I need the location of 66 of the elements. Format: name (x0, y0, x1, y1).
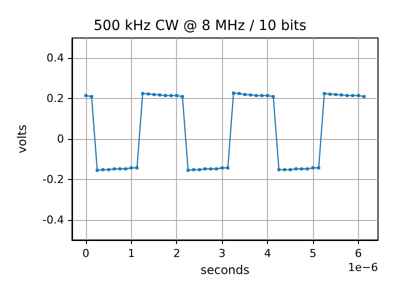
point (164, 94, 167, 98)
point (96, 168, 99, 172)
point (300, 167, 304, 170)
point (312, 166, 315, 170)
point (362, 95, 366, 98)
point (346, 94, 349, 98)
point (192, 168, 196, 172)
point (186, 168, 190, 172)
point (328, 92, 332, 96)
point (334, 93, 338, 96)
point (175, 94, 178, 98)
point (340, 93, 343, 96)
point (170, 94, 173, 98)
point (283, 168, 286, 172)
point (84, 94, 88, 98)
point (249, 93, 252, 96)
point (254, 94, 258, 98)
point (214, 167, 218, 170)
x-tick-label: 6 (354, 247, 362, 260)
point (277, 168, 280, 172)
chart-title: 500 kHz CW @ 8 MHz / 10 bits (94, 18, 306, 34)
point (198, 168, 201, 172)
point (130, 166, 133, 170)
point (204, 167, 207, 170)
point (152, 93, 156, 96)
x-tick-label: 2 (173, 247, 180, 260)
x-axis-title: seconds (200, 263, 250, 277)
point (220, 166, 224, 170)
point (158, 93, 162, 96)
point (101, 168, 104, 172)
point (317, 166, 320, 170)
point (118, 167, 122, 170)
y-tick-label: -0.2 (42, 172, 64, 186)
point (306, 167, 309, 170)
point (243, 93, 246, 96)
y-tick-label: 0 (57, 132, 64, 146)
text: 1e−6 (348, 261, 378, 274)
point (112, 167, 116, 170)
point (322, 92, 326, 96)
point (266, 94, 270, 98)
point (90, 95, 94, 98)
point (209, 167, 212, 170)
point (146, 92, 150, 96)
x-tick-label: 1 (128, 247, 135, 260)
x-tick-label: 5 (310, 247, 317, 260)
point (260, 94, 264, 98)
y-tick-label: 0.2 (46, 92, 64, 106)
x-tick-label: 4 (264, 247, 272, 260)
point (141, 92, 144, 96)
point (356, 94, 360, 98)
point (294, 167, 298, 170)
y-axis-title: volts (15, 124, 29, 154)
point (124, 167, 128, 170)
point (180, 95, 184, 98)
point (226, 166, 230, 170)
y-tick-label: -0.4 (42, 213, 64, 226)
point (107, 168, 110, 172)
y-tick-label: 0.4 (46, 52, 64, 65)
point (272, 95, 275, 98)
point (288, 168, 292, 172)
point (238, 92, 241, 96)
point (232, 92, 236, 95)
point (351, 94, 354, 98)
x-tick-label: 3 (218, 247, 226, 260)
x-tick-label: 0 (82, 247, 90, 260)
point (135, 166, 138, 170)
